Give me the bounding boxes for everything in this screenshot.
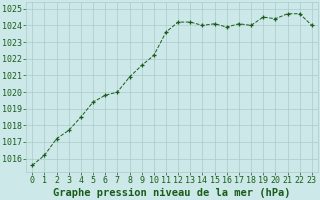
X-axis label: Graphe pression niveau de la mer (hPa): Graphe pression niveau de la mer (hPa) [53,188,291,198]
